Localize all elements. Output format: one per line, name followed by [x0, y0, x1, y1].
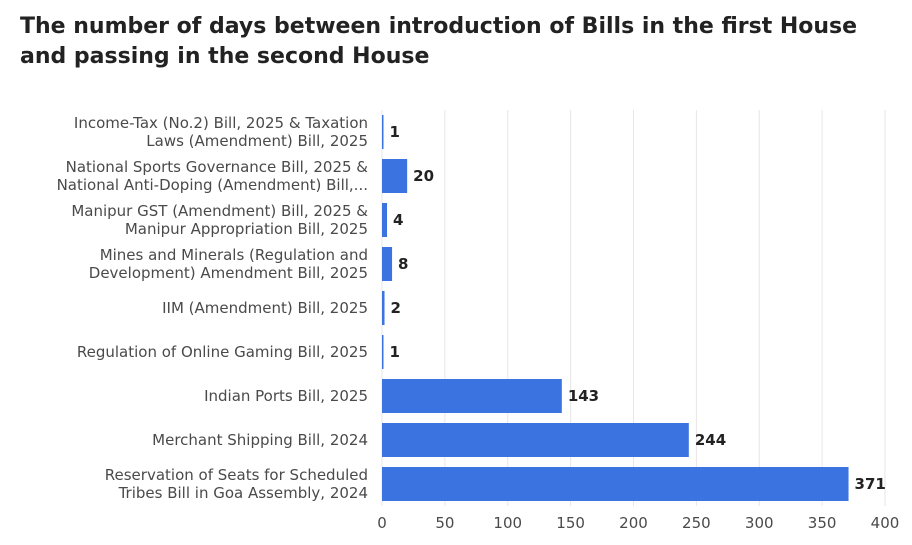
- x-tick-label: 50: [435, 514, 454, 532]
- value-label: 371: [855, 475, 886, 493]
- x-tick-label: 200: [619, 514, 648, 532]
- category-label-line: Mines and Minerals (Regulation and: [100, 246, 368, 264]
- bars: [382, 115, 849, 501]
- category-label-line: Merchant Shipping Bill, 2024: [152, 431, 368, 449]
- category-label-line: Reservation of Seats for Scheduled: [105, 466, 368, 484]
- value-labels: 1 20 4 8 2 1 143 244 371: [390, 123, 886, 493]
- category-label-line: Laws (Amendment) Bill, 2025: [146, 132, 368, 150]
- category-label: Reservation of Seats for Scheduled Tribes…: [105, 466, 368, 502]
- category-label-line: Regulation of Online Gaming Bill, 2025: [77, 343, 368, 361]
- category-label: Indian Ports Bill, 2025: [204, 387, 368, 405]
- bar: [382, 291, 385, 325]
- x-tick-label: 0: [377, 514, 387, 532]
- bar: [382, 115, 384, 149]
- value-label: 20: [413, 167, 434, 185]
- value-label: 244: [695, 431, 726, 449]
- category-label: Mines and Minerals (Regulation and Develo…: [89, 246, 368, 282]
- value-label: 2: [391, 299, 401, 317]
- category-label-line: Manipur Appropriation Bill, 2025: [125, 220, 368, 238]
- category-label: IIM (Amendment) Bill, 2025: [162, 299, 368, 317]
- bar: [382, 467, 849, 501]
- category-label-line: Manipur GST (Amendment) Bill, 2025 &: [71, 202, 368, 220]
- category-label: Income-Tax (No.2) Bill, 2025 & Taxation L…: [74, 114, 368, 150]
- category-label: Regulation of Online Gaming Bill, 2025: [77, 343, 368, 361]
- category-labels: Income-Tax (No.2) Bill, 2025 & Taxation L…: [57, 114, 369, 502]
- chart-title: The number of days between introduction …: [20, 14, 858, 69]
- category-label-line: Indian Ports Bill, 2025: [204, 387, 368, 405]
- bar: [382, 247, 393, 281]
- category-label: National Sports Governance Bill, 2025 & N…: [57, 158, 369, 194]
- bar: [382, 203, 388, 237]
- category-label: Manipur GST (Amendment) Bill, 2025 & Mani…: [71, 202, 368, 238]
- x-tick-label: 350: [808, 514, 837, 532]
- value-label: 1: [390, 123, 400, 141]
- category-label-line: Tribes Bill in Goa Assembly, 2024: [118, 484, 368, 502]
- category-label-line: National Anti-Doping (Amendment) Bill,..…: [57, 176, 368, 194]
- category-label-line: National Sports Governance Bill, 2025 &: [66, 158, 369, 176]
- bar: [382, 423, 689, 457]
- bar: [382, 379, 562, 413]
- x-tick-label: 300: [745, 514, 774, 532]
- x-axis-ticks: 0 50 100 150 200 250 300 350 400: [377, 514, 899, 532]
- category-label-line: Development) Amendment Bill, 2025: [89, 264, 368, 282]
- category-label: Merchant Shipping Bill, 2024: [152, 431, 368, 449]
- bar: [382, 335, 384, 369]
- x-tick-label: 250: [682, 514, 711, 532]
- x-tick-label: 150: [556, 514, 585, 532]
- value-label: 8: [398, 255, 408, 273]
- x-tick-label: 400: [871, 514, 900, 532]
- bar: [382, 159, 408, 193]
- category-label-line: IIM (Amendment) Bill, 2025: [162, 299, 368, 317]
- value-label: 143: [568, 387, 599, 405]
- category-label-line: Income-Tax (No.2) Bill, 2025 & Taxation: [74, 114, 368, 132]
- x-tick-label: 100: [493, 514, 522, 532]
- value-label: 4: [393, 211, 403, 229]
- value-label: 1: [390, 343, 400, 361]
